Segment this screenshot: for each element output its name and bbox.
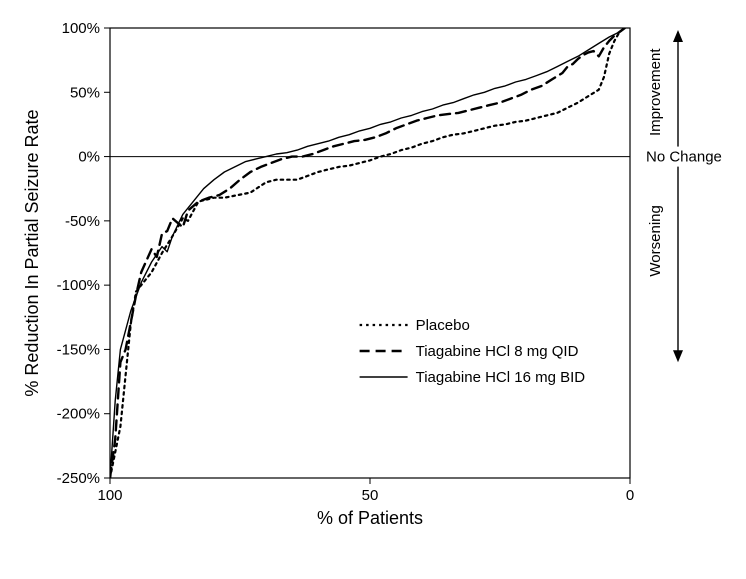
x-axis-label: % of Patients (317, 508, 423, 528)
arrow-down-head (673, 350, 683, 362)
x-tick-label: 0 (626, 487, 634, 504)
legend-label-qid8: Tiagabine HCl 8 mg QID (416, 343, 579, 360)
label-worsening: Worsening (647, 205, 664, 276)
legend-label-bid16: Tiagabine HCl 16 mg BID (416, 369, 586, 386)
y-tick-label: 50% (70, 84, 100, 101)
arrow-up-head (673, 30, 683, 42)
y-tick-label: -150% (57, 341, 100, 358)
x-tick-label: 50 (362, 487, 379, 504)
chart-container: -250% -200% -150% -100% -50% 0% 50% 100% 100 50 0%… (0, 0, 746, 579)
series-bid16 (110, 28, 625, 478)
y-axis-label: % Reduction In Partial Seizure Rate (22, 109, 42, 396)
y-tick-label: -250% (57, 470, 100, 487)
series-qid8 (110, 28, 625, 478)
series-placebo (110, 28, 625, 478)
chart-svg: -250% -200% -150% -100% -50% 0% 50% 100% 100 50 0%… (0, 0, 746, 579)
y-tick-label: -100% (57, 277, 100, 294)
y-tick-label: 0% (78, 149, 100, 166)
y-tick-label: -200% (57, 406, 100, 423)
legend-label-placebo: Placebo (416, 317, 470, 334)
x-tick-label: 100 (97, 487, 122, 504)
y-tick-label: 100% (62, 20, 100, 37)
label-no-change: No Change (646, 149, 722, 166)
y-tick-label: -50% (65, 213, 100, 230)
label-improvement: Improvement (647, 48, 664, 136)
